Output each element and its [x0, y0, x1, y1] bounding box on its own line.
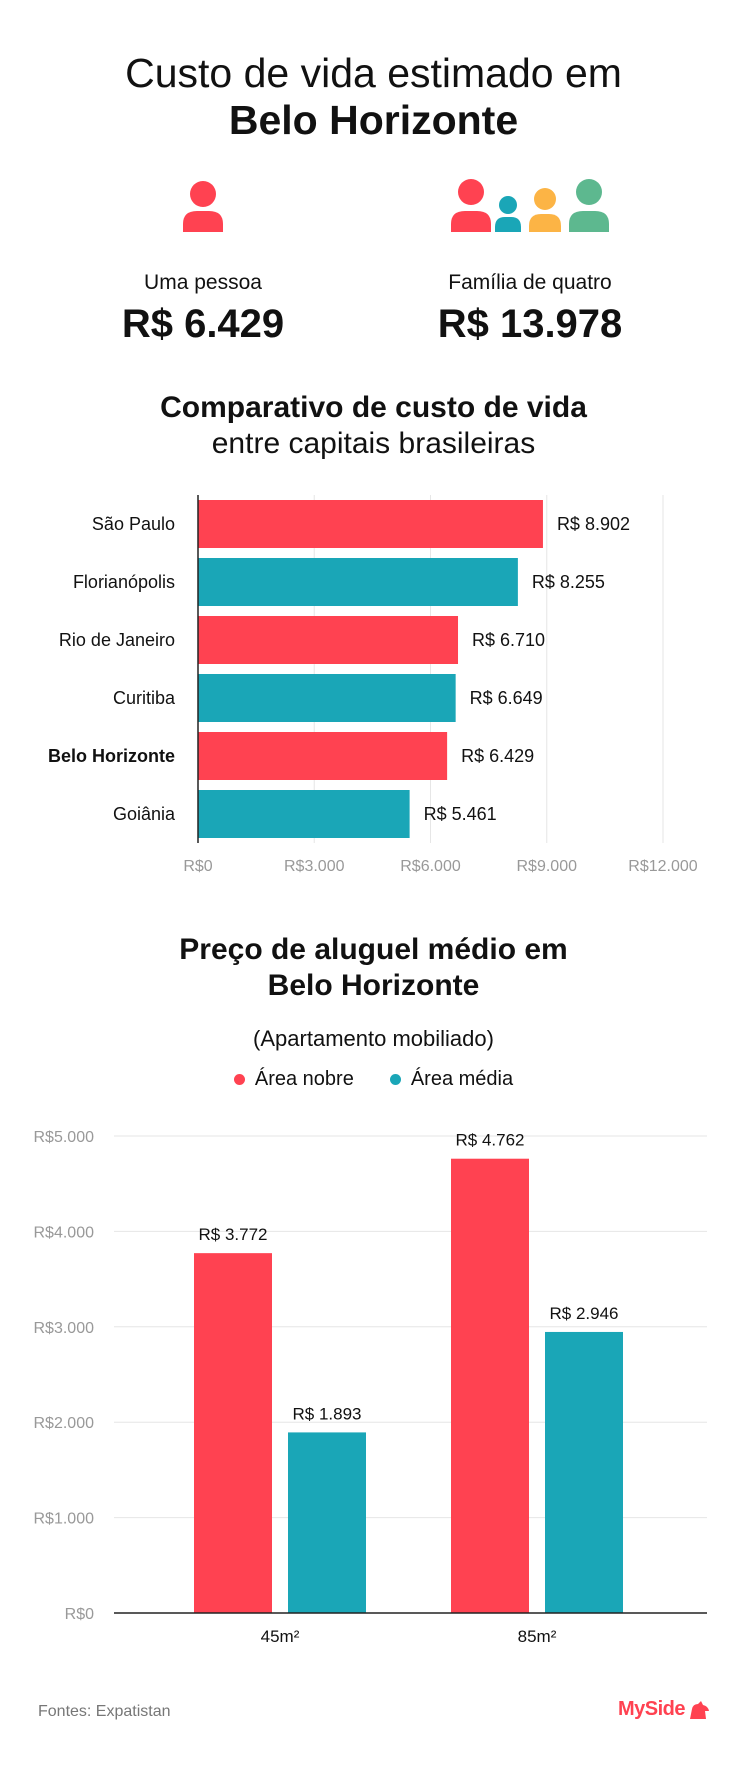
legend-label-area-nobre: Área nobre: [254, 1068, 354, 1090]
page-title-line1: Custo de vida estimado em: [125, 50, 622, 96]
brand-mark-icon: [690, 1700, 710, 1719]
bar: [198, 616, 459, 664]
x-tick-label: R$9.000: [517, 858, 578, 875]
bar: [198, 732, 448, 780]
category-label: Curitiba: [113, 688, 176, 708]
category-label: São Paulo: [92, 514, 175, 534]
bar: [288, 1432, 366, 1613]
person-icon: [183, 181, 223, 232]
bar: [198, 500, 543, 548]
comparison-subtitle: entre capitais brasileiras: [211, 427, 536, 460]
category-label: Florianópolis: [73, 572, 175, 592]
category-label: Goiânia: [113, 804, 176, 824]
y-tick-label: R$4.000: [34, 1224, 95, 1241]
brand-name: MySide: [618, 1698, 686, 1720]
x-tick-label: R$6.000: [400, 858, 461, 875]
x-tick-label: R$12.000: [628, 858, 697, 875]
legend-marker-area-media: [389, 1074, 401, 1085]
bar: [451, 1158, 529, 1613]
family-label: Família de quatro: [448, 271, 612, 294]
y-tick-label: R$3.000: [34, 1320, 95, 1337]
bar-value-label: R$ 1.893: [293, 1404, 362, 1423]
source-note: Fontes: Expatistan: [38, 1703, 171, 1720]
legend-marker-area-nobre: [233, 1074, 245, 1085]
bar-value-label: R$ 2.946: [550, 1304, 619, 1323]
x-tick-label: R$3.000: [284, 858, 345, 875]
family-icon: [451, 179, 609, 232]
y-tick-label: R$2.000: [34, 1415, 95, 1432]
single-person-cost: R$ 6.429: [121, 302, 285, 346]
y-tick-label: R$0: [65, 1606, 94, 1623]
x-category-label: 45m²: [261, 1627, 300, 1646]
bar-value-label: R$ 6.649: [470, 688, 543, 708]
rent-subtitle: (Apartamento mobiliado): [253, 1026, 494, 1051]
category-label: Belo Horizonte: [48, 746, 175, 766]
page-title-city: Belo Horizonte: [228, 97, 519, 143]
x-category-label: 85m²: [518, 1627, 557, 1646]
rent-legend: Área nobre Área média: [0, 1068, 747, 1091]
bar-value-label: R$ 4.762: [456, 1131, 525, 1150]
rent-title-line1: Preço de aluguel médio em: [179, 933, 568, 966]
y-tick-label: R$1.000: [34, 1511, 95, 1528]
cost-comparison-chart: R$0 R$3.000 R$6.000 R$9.000 R$12.000 São Paul…: [48, 495, 698, 875]
bar-value-label: R$ 6.710: [472, 630, 545, 650]
bar: [194, 1253, 272, 1613]
legend-label-area-media: Área média: [410, 1068, 514, 1090]
bar-value-label: R$ 5.461: [424, 804, 497, 824]
rent-title-line2: Belo Horizonte: [267, 969, 480, 1002]
y-tick-label: R$5.000: [34, 1129, 95, 1146]
family-cost: R$ 13.978: [437, 302, 623, 346]
bar: [545, 1331, 623, 1613]
bar: [198, 790, 410, 838]
legend-item-area-media: Área média: [389, 1068, 514, 1091]
bar: [198, 674, 456, 722]
rent-price-chart: R$0 R$1.000 R$2.000 R$3.000 R$4.000 R$5.000 R$…: [34, 1129, 707, 1646]
single-person-label: Uma pessoa: [144, 271, 262, 294]
brand-logo: MySide: [618, 1698, 711, 1721]
bar-value-label: R$ 8.902: [557, 514, 630, 534]
comparison-title: Comparativo de custo de vida: [160, 391, 587, 424]
legend-item-area-nobre: Área nobre: [233, 1068, 354, 1091]
bar-value-label: R$ 8.255: [532, 572, 605, 592]
category-label: Rio de Janeiro: [59, 630, 175, 650]
bar-value-label: R$ 6.429: [461, 746, 534, 766]
bar: [198, 558, 518, 606]
x-tick-label: R$0: [183, 858, 212, 875]
bar-value-label: R$ 3.772: [199, 1225, 268, 1244]
